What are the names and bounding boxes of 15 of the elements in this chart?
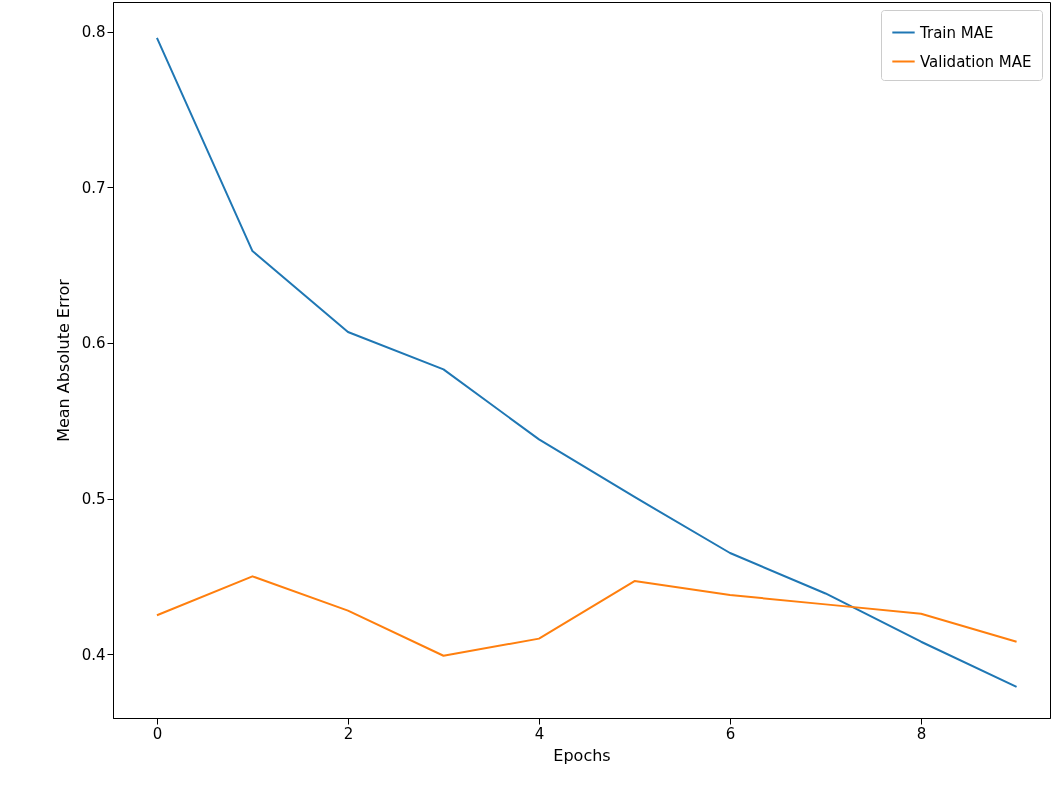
x-axis-title: Epochs (553, 745, 611, 765)
y-axis-title: Mean Absolute Error (53, 278, 73, 442)
line-series (155, 575, 1018, 657)
x-tick-label: 8 (916, 724, 927, 743)
x-tick-label: 4 (534, 724, 545, 743)
legend-label: Validation MAE (920, 52, 1032, 71)
y-tick-label: 0.8 (81, 23, 106, 42)
y-tick-label: 0.6 (81, 334, 106, 353)
x-tick-label: 2 (343, 724, 354, 743)
x-tick-label: 0 (152, 724, 163, 743)
legend-label: Train MAE (919, 23, 994, 42)
y-tick-label: 0.4 (81, 645, 106, 664)
y-tick-label: 0.7 (81, 178, 106, 197)
y-tick-label: 0.5 (81, 490, 106, 509)
x-tick-label: 6 (725, 724, 736, 743)
